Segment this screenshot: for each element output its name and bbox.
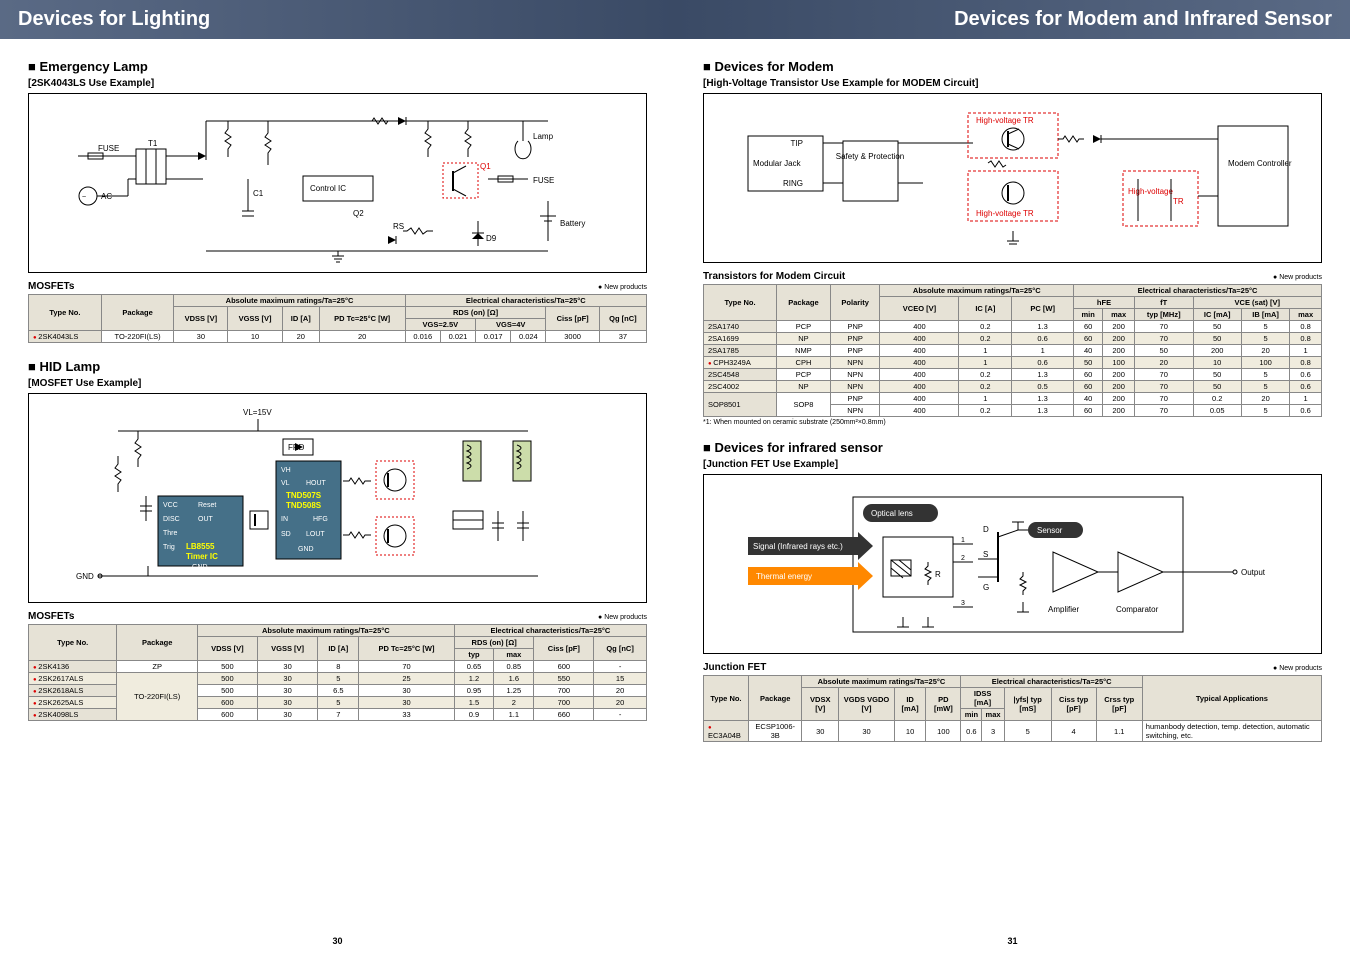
subhead-infrared: [Junction FET Use Example] bbox=[703, 459, 1322, 470]
svg-text:Q1: Q1 bbox=[480, 162, 491, 171]
section-infrared: Devices for infrared sensor bbox=[703, 440, 1322, 455]
svg-text:Thermal energy: Thermal energy bbox=[756, 572, 812, 581]
diagram-infrared: Optical lens Signal (Infrared rays etc.)… bbox=[703, 474, 1322, 654]
subhead-hid: [MOSFET Use Example] bbox=[28, 378, 647, 389]
diagram-emergency-lamp: FUSE ~ AC T1 C1 bbox=[28, 93, 647, 273]
svg-text:2: 2 bbox=[961, 555, 965, 562]
svg-text:High-voltage TR: High-voltage TR bbox=[976, 209, 1034, 218]
svg-emergency-lamp: FUSE ~ AC T1 C1 bbox=[48, 101, 628, 266]
diagram-hid-lamp: VL=15V VCC Reset DISC OUT Thre Trig LB85… bbox=[28, 393, 647, 603]
svg-text:Modular Jack: Modular Jack bbox=[753, 159, 802, 168]
svg-text:Battery: Battery bbox=[560, 219, 585, 228]
svg-text:LB8555: LB8555 bbox=[186, 542, 215, 551]
svg-text:Reset: Reset bbox=[198, 502, 216, 509]
svg-text:G: G bbox=[983, 583, 989, 592]
svg-infrared: Optical lens Signal (Infrared rays etc.)… bbox=[723, 482, 1303, 647]
svg-text:Output: Output bbox=[1241, 568, 1266, 577]
section-hid-lamp: HID Lamp bbox=[28, 359, 647, 374]
svg-text:DISC: DISC bbox=[163, 516, 180, 523]
diagram-modem: TIP Modular Jack RING Safety & Protectio… bbox=[703, 93, 1322, 263]
svg-text:D: D bbox=[983, 525, 989, 534]
svg-text:Control IC: Control IC bbox=[310, 184, 346, 193]
svg-text:Comparator: Comparator bbox=[1116, 605, 1159, 614]
svg-text:Thre: Thre bbox=[163, 530, 178, 537]
svg-text:3: 3 bbox=[961, 600, 965, 607]
svg-text:Safety & Protection: Safety & Protection bbox=[835, 152, 903, 161]
svg-text:OUT: OUT bbox=[198, 516, 214, 523]
table-row: 2SC4002NPNPN4000.20.560200705050.6 bbox=[704, 381, 1322, 393]
section-modem: Devices for Modem bbox=[703, 59, 1322, 74]
table-row: CPH3249ACPHNPN40010.65010020101000.8 bbox=[704, 357, 1322, 369]
svg-text:IN: IN bbox=[281, 516, 288, 523]
svg-text:SD: SD bbox=[281, 531, 291, 538]
banner-right: Devices for Modem and Infrared Sensor bbox=[675, 0, 1350, 39]
svg-text:FUSE: FUSE bbox=[533, 176, 554, 185]
newprod-badge: ● New products bbox=[598, 284, 647, 291]
svg-text:GND: GND bbox=[76, 572, 94, 581]
subhead-modem: [High-Voltage Transistor Use Example for… bbox=[703, 78, 1322, 89]
svg-text:Optical lens: Optical lens bbox=[871, 509, 913, 518]
svg-text:T1: T1 bbox=[148, 139, 158, 148]
svg-text:Signal (Infrared rays etc.): Signal (Infrared rays etc.) bbox=[753, 542, 843, 551]
svg-text:Trig: Trig bbox=[163, 544, 175, 551]
svg-text:S: S bbox=[983, 550, 988, 559]
transistor-table-modem: Type No.PackagePolarity Absolute maximum… bbox=[703, 284, 1322, 417]
mosfet-table-emergency: Type No.Package Absolute maximum ratings… bbox=[28, 294, 647, 343]
transistor-table-title: Transistors for Modem Circuit bbox=[703, 271, 845, 282]
mosfet-table-hid: Type No.Package Absolute maximum ratings… bbox=[28, 624, 647, 721]
page-number-left: 30 bbox=[0, 936, 675, 946]
svg-text:VH: VH bbox=[281, 467, 291, 474]
jfet-table: Type No.Package Absolute maximum ratings… bbox=[703, 675, 1322, 742]
svg-text:1: 1 bbox=[961, 537, 965, 544]
table-row: SOP8501SOP8PNP40011.340200700.2201 bbox=[704, 393, 1322, 405]
table-row: EC3A04BECSP1006-3B3030101000.63541.1huma… bbox=[704, 721, 1322, 742]
svg-text:~: ~ bbox=[82, 194, 86, 201]
svg-text:Timer IC: Timer IC bbox=[186, 552, 218, 561]
svg-text:FUSE: FUSE bbox=[98, 144, 119, 153]
jfet-table-title: Junction FET bbox=[703, 662, 766, 673]
page-left: Devices for Lighting Emergency Lamp [2SK… bbox=[0, 0, 675, 954]
table-row: 2SK2617ALSTO-220FI(LS)500305251.21.65501… bbox=[29, 673, 647, 685]
svg-text:High-voltage TR: High-voltage TR bbox=[976, 116, 1034, 125]
svg-text:TND507S: TND507S bbox=[286, 491, 322, 500]
table-row: 2SC4548PCPNPN4000.21.360200705050.6 bbox=[704, 369, 1322, 381]
table-row: 2SA1740PCPPNP4000.21.360200705050.8 bbox=[704, 321, 1322, 333]
svg-text:C1: C1 bbox=[253, 189, 264, 198]
svg-text:Lamp: Lamp bbox=[533, 132, 554, 141]
svg-text:TIP: TIP bbox=[790, 139, 802, 148]
svg-text:GND: GND bbox=[298, 546, 314, 553]
page-number-right: 31 bbox=[675, 936, 1350, 946]
svg-text:Amplifier: Amplifier bbox=[1048, 605, 1079, 614]
svg-text:VCC: VCC bbox=[163, 502, 178, 509]
table-row: 2SK4043LSTO-220FI(LS)301020200.0160.0210… bbox=[29, 331, 647, 343]
section-emergency-lamp: Emergency Lamp bbox=[28, 59, 647, 74]
svg-text:Q2: Q2 bbox=[353, 209, 364, 218]
footnote-modem: *1: When mounted on ceramic substrate (2… bbox=[703, 419, 1322, 426]
svg-text:TND508S: TND508S bbox=[286, 501, 322, 510]
svg-text:Sensor: Sensor bbox=[1037, 526, 1063, 535]
svg-modem: TIP Modular Jack RING Safety & Protectio… bbox=[723, 101, 1303, 256]
banner-left: Devices for Lighting bbox=[0, 0, 675, 39]
svg-hid-lamp: VL=15V VCC Reset DISC OUT Thre Trig LB85… bbox=[58, 401, 618, 596]
svg-text:R: R bbox=[935, 570, 941, 579]
svg-text:RS: RS bbox=[393, 222, 404, 231]
mosfet-table1-title: MOSFETs bbox=[28, 281, 74, 292]
svg-text:HFG: HFG bbox=[313, 516, 328, 523]
svg-text:High-voltage: High-voltage bbox=[1128, 187, 1173, 196]
mosfet-table2-title: MOSFETs bbox=[28, 611, 74, 622]
table-row: 2SA1785NMPPNP400114020050200201 bbox=[704, 345, 1322, 357]
svg-text:D9: D9 bbox=[486, 234, 497, 243]
page-right: Devices for Modem and Infrared Sensor De… bbox=[675, 0, 1350, 954]
svg-text:LOUT: LOUT bbox=[306, 531, 325, 538]
svg-text:RING: RING bbox=[783, 179, 803, 188]
subhead-emergency: [2SK4043LS Use Example] bbox=[28, 78, 647, 89]
svg-text:TR: TR bbox=[1173, 197, 1184, 206]
svg-text:GND: GND bbox=[192, 564, 208, 571]
svg-text:Modem Controller: Modem Controller bbox=[1228, 159, 1292, 168]
svg-text:HOUT: HOUT bbox=[306, 480, 327, 487]
table-row: 2SA1699NPPNP4000.20.660200705050.8 bbox=[704, 333, 1322, 345]
svg-text:VL=15V: VL=15V bbox=[243, 408, 272, 417]
table-row: 2SK4136ZP500308700.650.85600- bbox=[29, 661, 647, 673]
svg-text:VL: VL bbox=[281, 480, 290, 487]
